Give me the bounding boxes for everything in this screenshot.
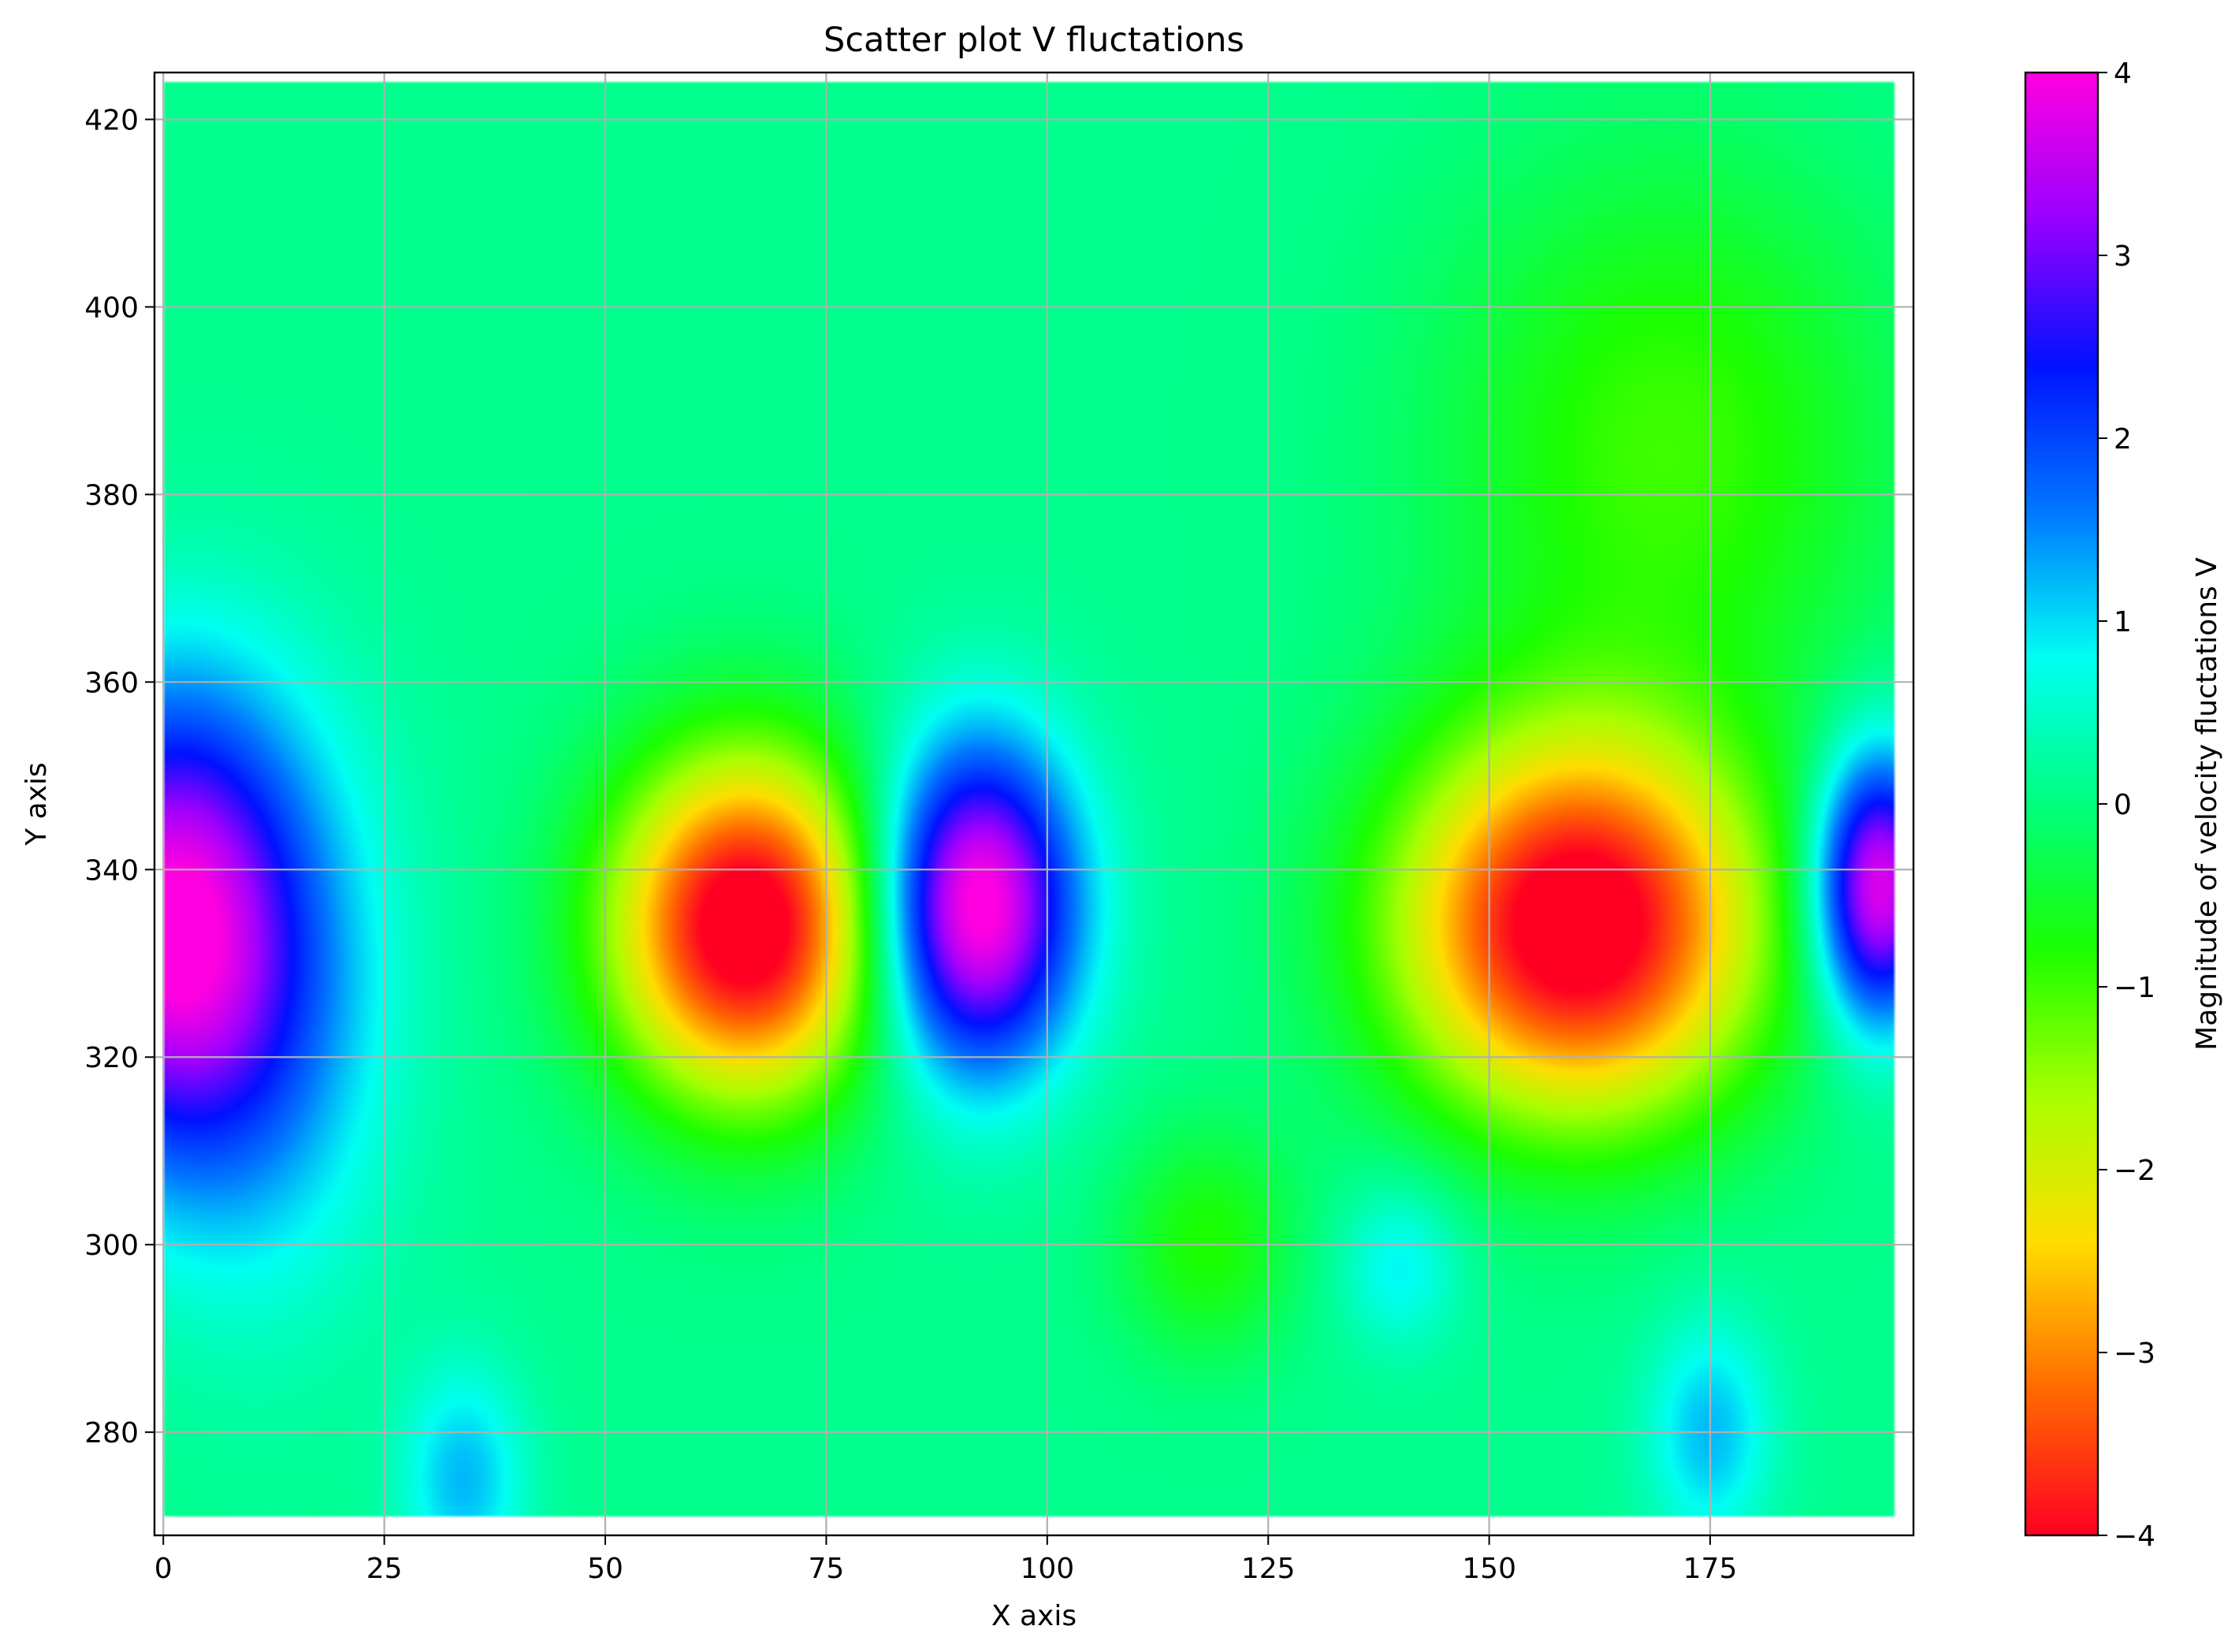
y-tick-label: 280 xyxy=(84,1417,139,1449)
x-tick-label: 0 xyxy=(154,1553,173,1585)
x-axis-label: X axis xyxy=(991,1600,1077,1632)
heatmap-raster xyxy=(154,73,1913,1535)
x-tick-label: 125 xyxy=(1241,1553,1296,1585)
y-axis-label: Y axis xyxy=(20,762,53,846)
colorbar-tick-label: −2 xyxy=(2114,1155,2155,1187)
x-tick-label: 75 xyxy=(809,1553,845,1585)
grid-lines xyxy=(154,73,1913,1535)
colorbar-tick-label: 3 xyxy=(2114,240,2132,273)
colorbar-tick-label: 1 xyxy=(2114,606,2132,638)
x-tick-label: 100 xyxy=(1020,1553,1074,1585)
x-tick-label: 150 xyxy=(1462,1553,1516,1585)
colorbar-tick-label: −3 xyxy=(2114,1338,2155,1370)
y-tick-label: 360 xyxy=(84,667,139,699)
colorbar-tick-label: −1 xyxy=(2114,972,2155,1004)
colorbar-ticks: −4 −3 −2 −1 0 1 2 3 4 xyxy=(2098,58,2155,1553)
plot-frame xyxy=(153,71,1915,1537)
y-tick-label: 300 xyxy=(84,1230,139,1262)
y-tick-label: 320 xyxy=(84,1042,139,1074)
colorbar-tick-label: 0 xyxy=(2114,789,2132,821)
y-tick-label: 340 xyxy=(84,854,139,887)
colorbar-tick-label: 4 xyxy=(2114,58,2132,90)
x-axis-ticks: 0 25 50 75 100 125 150 175 xyxy=(154,1535,1738,1585)
colorbar-tick-label: 2 xyxy=(2114,423,2132,456)
chart-title: Scatter plot V fluctations xyxy=(824,20,1244,60)
y-tick-label: 400 xyxy=(84,292,139,324)
x-tick-label: 25 xyxy=(366,1553,403,1585)
colorbar-label: Magnitude of velocity fluctations V xyxy=(2191,557,2223,1051)
colorbar-tick-label: −4 xyxy=(2114,1520,2155,1553)
x-tick-label: 50 xyxy=(587,1553,623,1585)
x-tick-label: 175 xyxy=(1683,1553,1738,1585)
y-tick-label: 380 xyxy=(84,479,139,512)
y-axis-ticks: 280 300 320 340 360 380 400 420 xyxy=(84,104,154,1449)
y-tick-label: 420 xyxy=(84,104,139,136)
colorbar xyxy=(2024,71,2099,1537)
